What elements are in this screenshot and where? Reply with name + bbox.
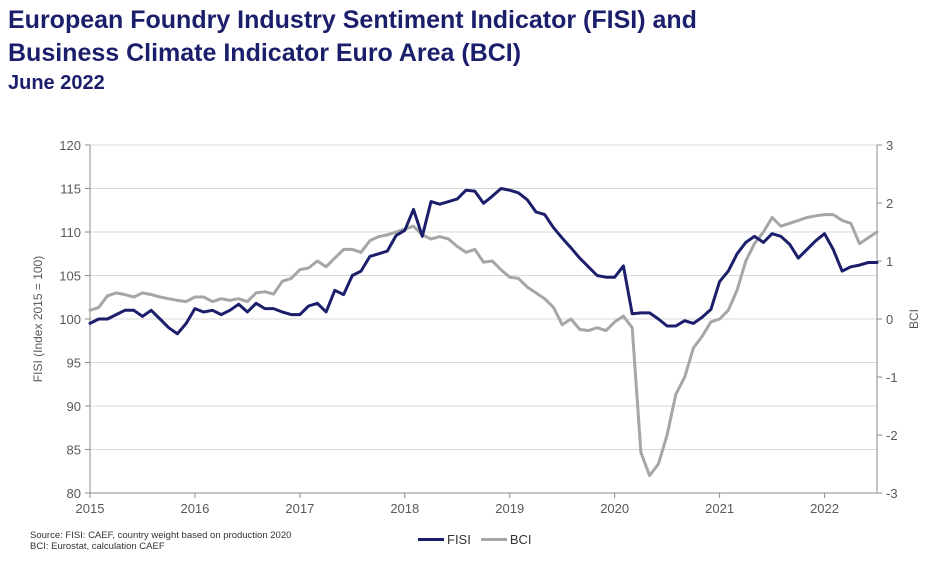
y2-tick-label--2: -2 — [886, 428, 898, 443]
y-tick-label-85: 85 — [67, 443, 81, 458]
chart-subtitle: June 2022 — [8, 72, 105, 94]
legend-label-fisi: FISI — [447, 532, 471, 547]
x-tick-label-2017: 2017 — [285, 501, 314, 516]
chart-legend: FISI BCI — [418, 532, 542, 547]
y-tick-label-95: 95 — [67, 356, 81, 371]
source-line-1: Source: FISI: CAEF, country weight based… — [30, 530, 292, 541]
x-tick-label-2021: 2021 — [705, 501, 734, 516]
y2-tick-label--1: -1 — [886, 370, 898, 385]
y2-tick-label-2: 2 — [886, 196, 893, 211]
y-axis-title-left: FISI (Index 2015 = 100) — [31, 256, 45, 382]
y-tick-label-115: 115 — [60, 182, 81, 197]
x-tick-label-2022: 2022 — [810, 501, 839, 516]
y-tick-label-110: 110 — [60, 225, 81, 240]
title-line-1: European Foundry Industry Sentiment Indi… — [8, 6, 697, 34]
y-axis-title-right: BCI — [907, 309, 921, 329]
y2-tick-label--3: -3 — [886, 486, 898, 501]
x-tick-label-2015: 2015 — [76, 501, 105, 516]
legend-item-fisi: FISI — [418, 532, 471, 547]
y-tick-label-80: 80 — [67, 486, 81, 501]
x-tick-label-2019: 2019 — [495, 501, 524, 516]
title-line-2: Business Climate Indicator Euro Area (BC… — [8, 39, 522, 67]
x-tick-label-2020: 2020 — [600, 501, 629, 516]
y2-tick-label-0: 0 — [886, 312, 893, 327]
series-line-fisi — [88, 187, 879, 336]
chart-title: European Foundry Industry Sentiment Indi… — [8, 4, 928, 70]
source-line-2: BCI: Eurostat, calculation CAEF — [30, 541, 165, 552]
y2-tick-label-1: 1 — [886, 254, 893, 269]
y-tick-label-105: 105 — [59, 269, 81, 284]
source-note: Source: FISI: CAEF, country weight based… — [30, 530, 291, 552]
x-tick-label-2016: 2016 — [180, 501, 209, 516]
legend-item-bci: BCI — [480, 532, 532, 547]
legend-label-bci: BCI — [509, 532, 532, 547]
legend-swatch-bci — [480, 538, 507, 541]
y2-tick-label-3: 3 — [886, 138, 893, 153]
legend-swatch-fisi — [418, 538, 444, 541]
y-tick-label-100: 100 — [59, 312, 81, 327]
y-tick-label-90: 90 — [67, 399, 81, 414]
line-chart: 80 85 90 95 100 105 110 115 120 -3 -2 -1 0 1 2 3 2015 201… — [31, 138, 921, 516]
y-tick-label-120: 120 — [59, 138, 81, 153]
x-tick-label-2018: 2018 — [390, 501, 419, 516]
series-line-bci — [88, 213, 879, 478]
